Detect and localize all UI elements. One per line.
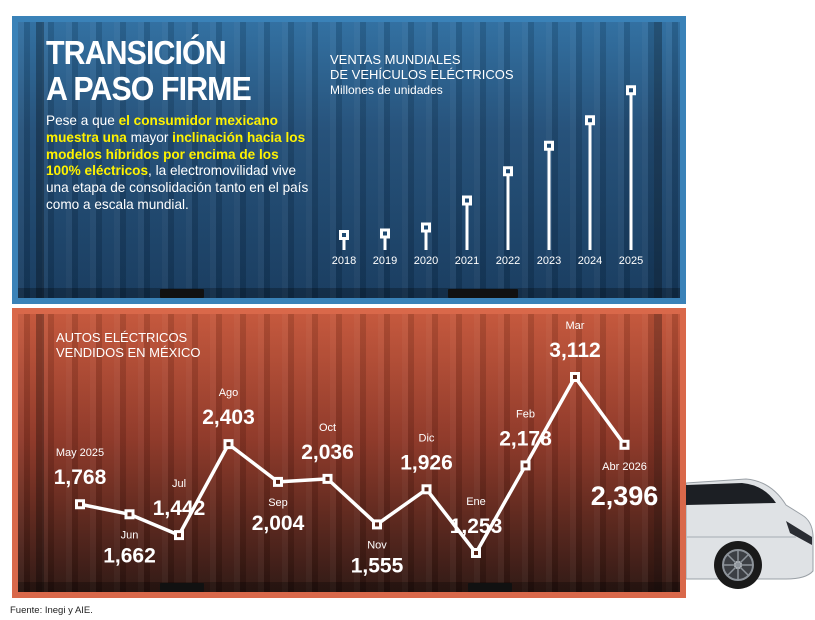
- value-label: 2,004: [252, 512, 305, 535]
- bar-marker-inner-2019: [383, 231, 387, 236]
- intro-text: Pese a que: [46, 113, 119, 128]
- global-ev-sales-chart: 2018 2019 2020 2021 2022 2023 2024 2025: [332, 85, 643, 267]
- forklift-slot: [448, 289, 518, 298]
- intro-text: mayor: [126, 129, 173, 145]
- chart-title-line: DE VEHÍCULOS ELÉCTRICOS: [330, 67, 514, 82]
- point-marker-inner-3: [226, 442, 231, 447]
- point-marker-inner-10: [573, 375, 577, 379]
- bar-marker-inner-2020: [424, 225, 428, 230]
- value-label: 2,178: [499, 427, 552, 450]
- value-label: 2,036: [301, 441, 354, 464]
- mexico-ev-sales-chart: May 2025 1,768 Jun 1,662 Jul 1,442 Ago 2,403 Sep…: [54, 320, 659, 577]
- point-marker-inner-11: [622, 442, 627, 447]
- year-label-2018: 2018: [332, 255, 356, 267]
- container-ribs: [18, 314, 680, 592]
- value-label: 1,442: [153, 497, 206, 520]
- value-label: 1,555: [351, 554, 404, 577]
- sales-line: [79, 375, 626, 555]
- container-bottom-rail: [18, 288, 680, 298]
- value-label: 1,768: [54, 466, 107, 489]
- forklift-slot: [160, 583, 204, 592]
- forklift-slot: [468, 583, 512, 592]
- point-marker-inner-6: [375, 522, 379, 527]
- month-label: Ene: [466, 496, 486, 508]
- month-label: Dic: [419, 432, 435, 444]
- bar-marker-inner-2021: [465, 198, 469, 203]
- headline-line-2: A PASO FIRME: [46, 70, 252, 107]
- bar-marker-inner-2025: [629, 88, 633, 93]
- container-post-left: [36, 22, 44, 298]
- point-marker-inner-8: [474, 551, 478, 555]
- chart-title-line: VENTAS MUNDIALES: [330, 52, 461, 67]
- container-bottom-rail: [18, 582, 680, 592]
- point-marker-inner-7: [424, 487, 429, 492]
- value-label: 2,396: [591, 481, 659, 511]
- month-label: Feb: [516, 408, 535, 420]
- month-label: Oct: [319, 422, 336, 434]
- container-post-right: [654, 314, 662, 592]
- point-marker-inner-5: [325, 476, 330, 481]
- month-label: Sep: [268, 497, 288, 509]
- year-label-2025: 2025: [619, 255, 643, 267]
- intro-highlight: inclinación hacia los modelos híbridos p…: [46, 129, 306, 179]
- container-post-right: [654, 22, 662, 298]
- year-label-2024: 2024: [578, 255, 602, 267]
- bar-marker-inner-2022: [506, 169, 510, 174]
- value-label: 2,403: [202, 406, 255, 429]
- year-label-2021: 2021: [455, 255, 479, 267]
- point-marker-inner-4: [276, 479, 280, 484]
- source-note: Fuente: Inegi y AIE.: [10, 605, 93, 616]
- point-marker-inner-1: [127, 512, 132, 517]
- container-post-left: [36, 314, 44, 592]
- mexico-ev-sales-title: AUTOS ELÉCTRICOS VENDIDOS EN MÉXICO: [56, 330, 200, 360]
- month-label: Ago: [219, 387, 239, 399]
- month-label: Nov: [367, 539, 387, 551]
- bar-marker-inner-2023: [547, 143, 551, 148]
- headline-line-1: TRANSICIÓN: [46, 34, 227, 71]
- intro-paragraph: Pese a que el consumidor mexicano muestr…: [46, 113, 316, 214]
- value-label: 3,112: [549, 339, 600, 362]
- month-label: Jun: [121, 529, 139, 541]
- container-ribs: [18, 22, 680, 298]
- bar-marker-inner-2018: [342, 233, 346, 237]
- year-label-2023: 2023: [537, 255, 561, 267]
- year-label-2020: 2020: [414, 255, 438, 267]
- value-label: 1,926: [400, 451, 453, 474]
- month-label: Jul: [172, 478, 186, 490]
- electric-car-illustration: [686, 478, 814, 589]
- point-marker-inner-2: [177, 533, 181, 538]
- bar-marker-inner-2024: [588, 118, 592, 123]
- year-label-2019: 2019: [373, 255, 397, 267]
- blue-container-panel: [12, 16, 686, 304]
- chart-title-line: VENDIDOS EN MÉXICO: [56, 345, 201, 360]
- red-container-panel: [12, 308, 686, 598]
- value-label: 1,662: [103, 544, 156, 567]
- point-marker-inner-0: [78, 502, 82, 507]
- year-label-2022: 2022: [496, 255, 520, 267]
- month-label: May 2025: [56, 447, 104, 459]
- intro-highlight: el consumidor mexicano muestra una: [46, 113, 278, 145]
- point-marker-inner-9: [523, 463, 528, 468]
- month-label: Mar: [566, 320, 585, 332]
- month-label: Abr 2026: [602, 461, 647, 473]
- forklift-slot: [160, 289, 204, 298]
- intro-text: , la electromovilidad vive una etapa de …: [46, 163, 309, 212]
- global-ev-sales-unit: Millones de unidades: [330, 83, 443, 97]
- chart-title-line: AUTOS ELÉCTRICOS: [56, 330, 188, 345]
- value-label: 1,253: [450, 515, 503, 538]
- global-ev-sales-title: VENTAS MUNDIALES DE VEHÍCULOS ELÉCTRICOS: [330, 52, 514, 82]
